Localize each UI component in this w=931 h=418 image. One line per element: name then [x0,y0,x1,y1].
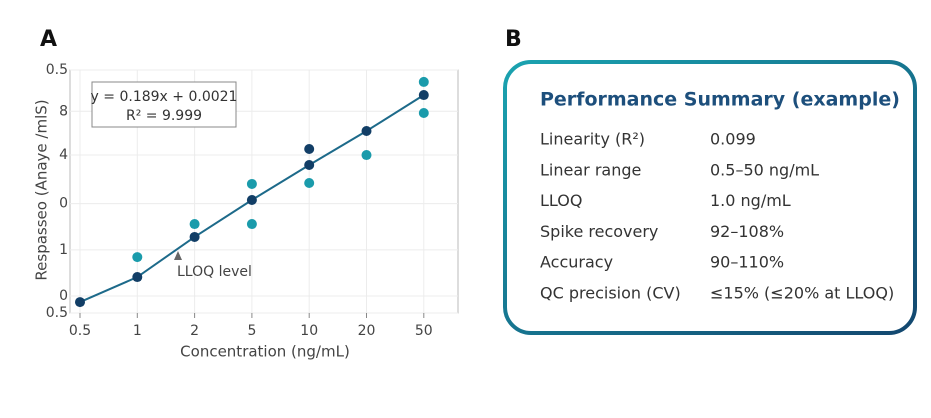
x-tick-label: 2 [190,323,199,339]
data-point [189,219,200,230]
summary-label: LLOQ [540,191,582,210]
y-tick-label: 0.5 [46,305,68,321]
summary-card [503,60,917,335]
summary-value: 92–108% [710,222,784,241]
x-tick-label: 20 [358,323,376,339]
summary-value: 90–110% [710,253,784,272]
data-point [361,150,372,161]
y-tick-label: 0 [59,196,68,212]
data-point [246,219,257,230]
panel-label: B [505,27,522,52]
x-tick-label: 0.5 [69,323,91,339]
data-point [418,90,429,101]
panel-label: A [40,27,57,52]
y-axis-label: Respasseo (Anaye /mlS) [33,99,51,280]
data-point [246,195,257,206]
data-point [304,177,315,188]
y-tick-label: 8 [59,103,68,119]
x-axis-label: Concentration (ng/mL) [180,343,350,361]
data-point [418,108,429,119]
y-tick-label: 0 [59,288,68,304]
summary-value: 0.5–50 ng/mL [710,160,819,179]
summary-label: Linear range [540,160,641,179]
equation: y = 0.189x + 0.0021 [91,89,238,105]
equation-box [91,81,237,128]
y-tick-label: 1 [59,242,68,258]
summary-value: ≤15% (≤20% at LLOQ) [710,284,894,303]
r-squared: R² = 9.999 [126,108,202,124]
data-point [132,252,143,263]
summary-label: Accuracy [540,253,613,272]
data-point [418,76,429,87]
data-point [246,178,257,189]
x-tick-label: 5 [247,323,256,339]
x-tick-label: 10 [300,323,318,339]
data-point [361,125,372,136]
y-tick-label: 4 [59,147,68,163]
summary-title: Performance Summary (example) [540,89,900,111]
summary-label: Spike recovery [540,222,658,241]
summary-rows: Linearity (R²) 0.099 Linear range 0.5–50 ng… [540,130,894,303]
summary-value: 1.0 ng/mL [710,191,791,210]
data-point [304,160,315,171]
data-point [75,297,85,308]
lloq-arrow [174,251,182,260]
y-tick-label: 0.5 [46,62,68,78]
summary-label: QC precision (CV) [540,284,681,303]
data-point [132,272,143,283]
lloq-label: LLOQ level [177,264,252,280]
x-tick-label: 50 [415,323,433,339]
summary-value: 0.099 [710,130,756,149]
summary-label: Linearity (R²) [540,130,645,149]
x-tick-label: 1 [133,323,142,339]
data-point [304,143,315,154]
data-point [189,231,200,242]
